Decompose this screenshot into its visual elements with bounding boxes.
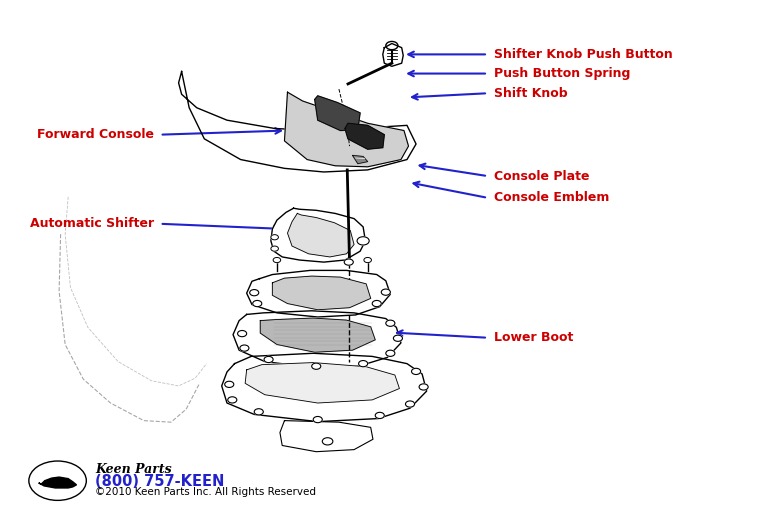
Circle shape	[225, 381, 234, 387]
Polygon shape	[287, 213, 354, 257]
Text: Push Button Spring: Push Button Spring	[494, 67, 631, 80]
Circle shape	[249, 290, 259, 296]
Circle shape	[411, 368, 420, 375]
Text: Lower Boot: Lower Boot	[494, 331, 574, 344]
Polygon shape	[222, 353, 427, 422]
Circle shape	[264, 356, 273, 363]
Polygon shape	[315, 96, 360, 131]
Circle shape	[393, 335, 403, 341]
Circle shape	[228, 397, 237, 403]
Circle shape	[271, 246, 279, 251]
Circle shape	[273, 257, 281, 263]
Polygon shape	[233, 311, 401, 368]
Polygon shape	[245, 363, 400, 403]
Circle shape	[357, 237, 369, 245]
Polygon shape	[273, 276, 370, 310]
Circle shape	[271, 235, 279, 240]
Polygon shape	[179, 71, 416, 172]
Text: Shifter Knob Push Button: Shifter Knob Push Button	[494, 48, 673, 61]
Polygon shape	[345, 123, 384, 149]
Circle shape	[375, 412, 384, 419]
Circle shape	[381, 289, 390, 295]
Circle shape	[253, 300, 262, 307]
Circle shape	[364, 257, 371, 263]
Circle shape	[386, 350, 395, 356]
Polygon shape	[284, 92, 409, 167]
Circle shape	[312, 363, 321, 369]
Circle shape	[344, 259, 353, 265]
Circle shape	[372, 300, 381, 307]
Text: Console Plate: Console Plate	[494, 169, 590, 183]
Text: Keen Parts: Keen Parts	[95, 463, 172, 477]
Polygon shape	[246, 270, 390, 317]
Text: ©2010 Keen Parts Inc. All Rights Reserved: ©2010 Keen Parts Inc. All Rights Reserve…	[95, 487, 316, 497]
Polygon shape	[38, 477, 76, 488]
Circle shape	[419, 384, 428, 390]
Text: Automatic Shifter: Automatic Shifter	[29, 217, 154, 231]
Circle shape	[386, 320, 395, 326]
Text: (800) 757-KEEN: (800) 757-KEEN	[95, 474, 225, 489]
Circle shape	[359, 361, 367, 367]
Text: Forward Console: Forward Console	[37, 128, 154, 141]
Circle shape	[313, 416, 323, 423]
Circle shape	[254, 409, 263, 415]
Polygon shape	[383, 44, 403, 66]
Polygon shape	[271, 208, 366, 262]
Text: Shift Knob: Shift Knob	[494, 87, 567, 100]
Polygon shape	[280, 421, 373, 452]
Circle shape	[323, 438, 333, 445]
Circle shape	[406, 401, 414, 407]
Circle shape	[239, 345, 249, 351]
Text: Console Emblem: Console Emblem	[494, 191, 609, 205]
Polygon shape	[353, 155, 367, 164]
Polygon shape	[260, 318, 375, 352]
Circle shape	[238, 330, 246, 337]
Circle shape	[28, 461, 86, 500]
